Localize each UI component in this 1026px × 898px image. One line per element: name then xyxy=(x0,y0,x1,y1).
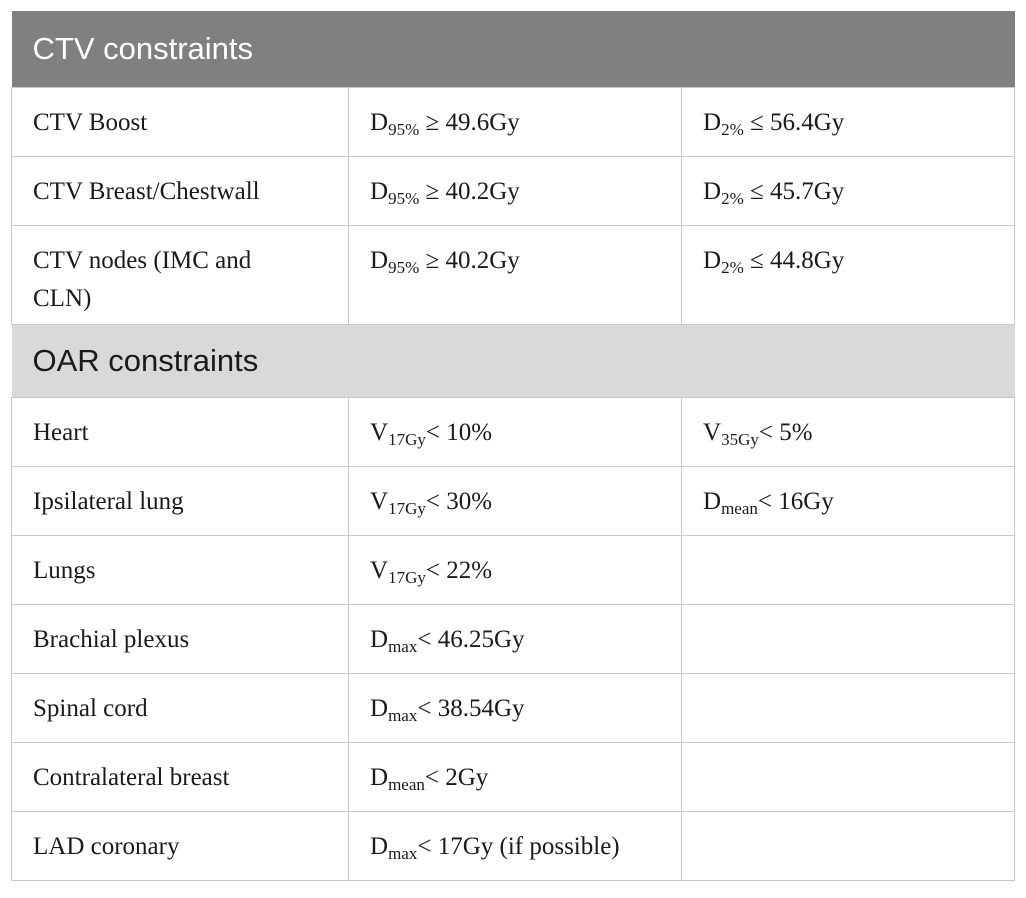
constraint-cell: V35Gy< 5% xyxy=(680,397,1016,467)
structure-name: CTV nodes (IMC and CLN) xyxy=(11,225,349,325)
table-row: Contralateral breast Dmean< 2Gy xyxy=(11,742,1016,812)
structure-name: Heart xyxy=(11,397,349,467)
section-header-ctv: CTV constraints xyxy=(11,11,1015,88)
constraint-cell: D95% ≥ 49.6Gy xyxy=(348,87,682,157)
structure-name: CTV Breast/Chestwall xyxy=(11,156,349,226)
structure-name: Contralateral breast xyxy=(11,742,349,812)
constraint-cell: V17Gy< 10% xyxy=(348,397,682,467)
dose-constraints-table: CTV constraints CTV Boost D95% ≥ 49.6Gy … xyxy=(11,11,1016,881)
constraint-cell: D95% ≥ 40.2Gy xyxy=(348,225,682,325)
structure-name: Spinal cord xyxy=(11,673,349,743)
constraint-cell-empty xyxy=(680,673,1016,743)
constraint-cell: V17Gy< 22% xyxy=(348,535,682,605)
table-row: CTV Boost D95% ≥ 49.6Gy D2% ≤ 56.4Gy xyxy=(11,87,1016,157)
table-row: Lungs V17Gy< 22% xyxy=(11,535,1016,605)
constraint-cell: Dmax< 17Gy (if possible) xyxy=(348,811,682,881)
constraint-cell: D2% ≤ 45.7Gy xyxy=(680,156,1016,226)
table-row: Heart V17Gy< 10% V35Gy< 5% xyxy=(11,397,1016,467)
structure-name: CTV Boost xyxy=(11,87,349,157)
structure-name: Brachial plexus xyxy=(11,604,349,674)
constraint-cell: Dmean< 16Gy xyxy=(680,466,1016,536)
constraint-cell-empty xyxy=(680,742,1016,812)
table-row: LAD coronary Dmax< 17Gy (if possible) xyxy=(11,811,1016,881)
structure-name: Lungs xyxy=(11,535,349,605)
structure-name: Ipsilateral lung xyxy=(11,466,349,536)
constraint-cell: Dmax< 46.25Gy xyxy=(348,604,682,674)
constraint-cell: Dmean< 2Gy xyxy=(348,742,682,812)
constraint-cell: V17Gy< 30% xyxy=(348,466,682,536)
constraint-cell: Dmax< 38.54Gy xyxy=(348,673,682,743)
constraint-cell: D95% ≥ 40.2Gy xyxy=(348,156,682,226)
table-row: Ipsilateral lung V17Gy< 30% Dmean< 16Gy xyxy=(11,466,1016,536)
constraint-cell: D2% ≤ 56.4Gy xyxy=(680,87,1016,157)
section-header-oar: OAR constraints xyxy=(11,324,1015,398)
constraint-cell-empty xyxy=(680,604,1016,674)
constraints-table-wrapper: CTV constraints CTV Boost D95% ≥ 49.6Gy … xyxy=(11,11,1016,881)
constraint-cell-empty xyxy=(680,535,1016,605)
structure-name: LAD coronary xyxy=(11,811,349,881)
table-row: Brachial plexus Dmax< 46.25Gy xyxy=(11,604,1016,674)
section-title: CTV constraints xyxy=(11,11,1015,88)
section-title: OAR constraints xyxy=(11,324,1015,398)
constraint-cell-empty xyxy=(680,811,1016,881)
constraint-cell: D2% ≤ 44.8Gy xyxy=(680,225,1016,325)
table-row: Spinal cord Dmax< 38.54Gy xyxy=(11,673,1016,743)
table-row: CTV Breast/Chestwall D95% ≥ 40.2Gy D2% ≤… xyxy=(11,156,1016,226)
table-row: CTV nodes (IMC and CLN) D95% ≥ 40.2Gy D2… xyxy=(11,225,1016,325)
